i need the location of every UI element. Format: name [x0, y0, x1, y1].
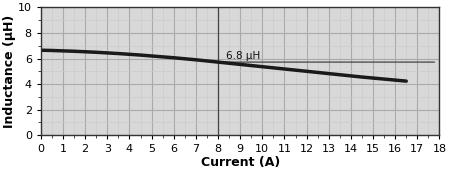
Y-axis label: Inductance (μH): Inductance (μH) [4, 15, 17, 128]
Text: 6.8 μH: 6.8 μH [226, 51, 260, 61]
X-axis label: Current (A): Current (A) [201, 155, 280, 169]
